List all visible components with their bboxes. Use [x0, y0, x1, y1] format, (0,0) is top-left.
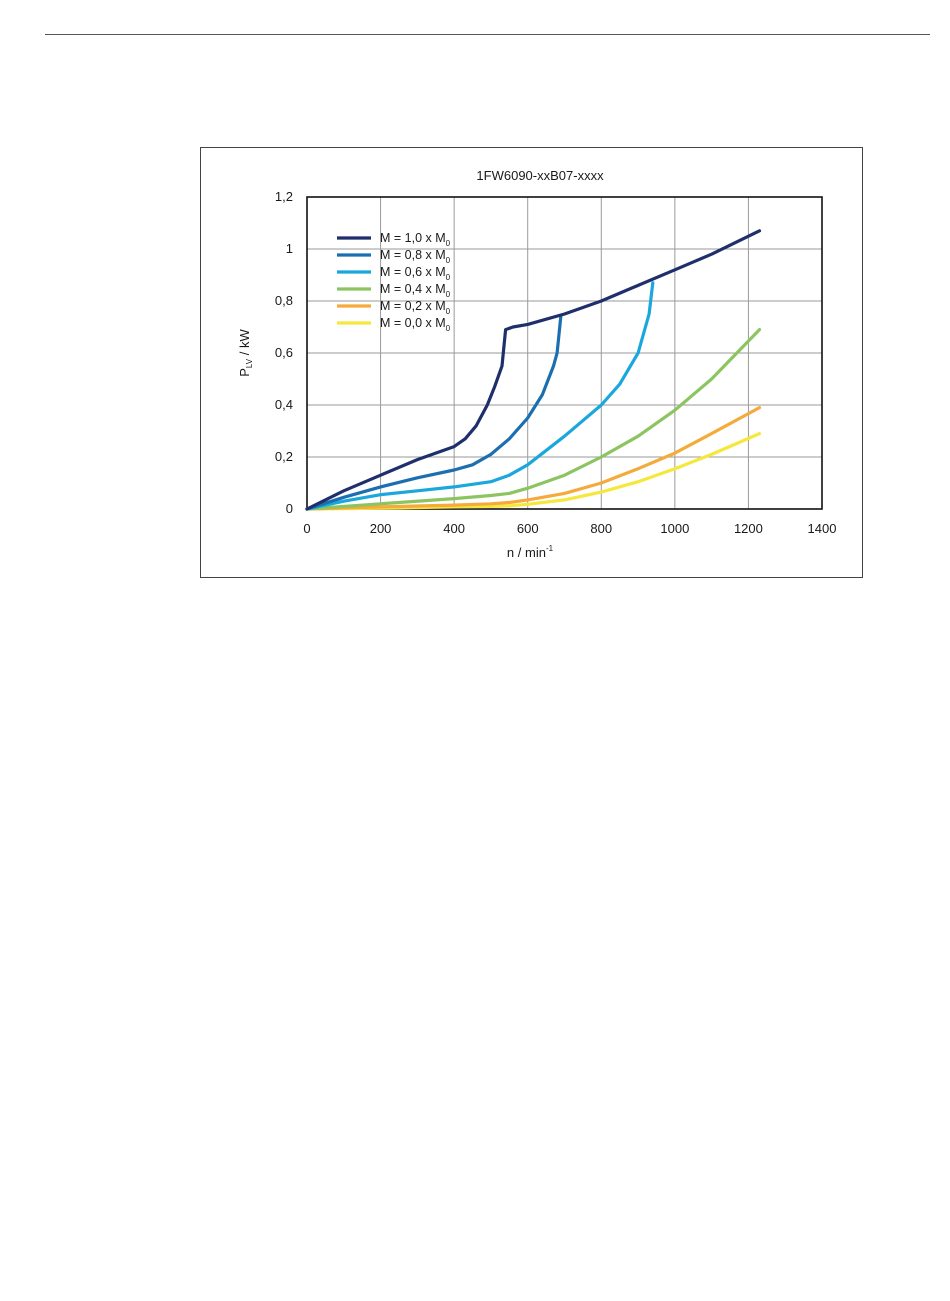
- x-tick-label: 1000: [660, 521, 689, 536]
- legend-label-sub: 0: [446, 256, 451, 265]
- y-axis-title-rest: / kW: [237, 329, 252, 359]
- series-line-3: [305, 328, 762, 511]
- legend-label-main: M = 0,6 x M: [380, 265, 446, 279]
- x-tick-label: 400: [443, 521, 465, 536]
- y-tick-labels: 0 0,2 0,4 0,6 0,8 1 1,2: [275, 189, 293, 516]
- x-tick-label: 600: [517, 521, 539, 536]
- x-tick-label: 1400: [808, 521, 837, 536]
- legend-label-sub: 0: [446, 290, 451, 299]
- y-tick-label: 0,2: [275, 449, 293, 464]
- x-tick-label: 800: [590, 521, 612, 536]
- y-tick-label: 1: [286, 241, 293, 256]
- legend-label: M = 1,0 x M0: [380, 231, 451, 248]
- legend-label-main: M = 0,4 x M: [380, 282, 446, 296]
- y-axis-title-sub: LV: [245, 358, 254, 368]
- legend-label: M = 0,8 x M0: [380, 248, 451, 265]
- legend-label-main: M = 0,8 x M: [380, 248, 446, 262]
- x-axis-title: n / min-1: [507, 544, 554, 560]
- legend-label: M = 0,6 x M0: [380, 265, 451, 282]
- legend-label-sub: 0: [446, 324, 451, 333]
- series-line-1: [305, 315, 563, 511]
- x-tick-label: 0: [303, 521, 310, 536]
- y-tick-label: 0,6: [275, 345, 293, 360]
- legend-label: M = 0,2 x M0: [380, 299, 451, 316]
- chart-title: 1FW6090-xxB07-xxxx: [476, 168, 604, 183]
- legend-label: M = 0,0 x M0: [380, 316, 451, 333]
- y-axis-title: PLV / kW: [237, 329, 254, 377]
- legend-label-sub: 0: [446, 307, 451, 316]
- legend-label-sub: 0: [446, 239, 451, 248]
- y-tick-label: 1,2: [275, 189, 293, 204]
- x-axis-title-main: n / min: [507, 545, 546, 560]
- plot-area-border: [306, 196, 823, 510]
- x-tick-label: 200: [370, 521, 392, 536]
- legend-label: M = 0,4 x M0: [380, 282, 451, 299]
- legend-label-main: M = 0,0 x M: [380, 316, 446, 330]
- legend-label-sub: 0: [446, 273, 451, 282]
- series-line-0: [305, 229, 762, 511]
- chart-legend: M = 1,0 x M0M = 0,8 x M0M = 0,6 x M0M = …: [337, 231, 451, 333]
- y-tick-label: 0,4: [275, 397, 293, 412]
- page-top-rule: [45, 34, 930, 35]
- legend-label-main: M = 0,2 x M: [380, 299, 446, 313]
- x-axis-title-sup: -1: [546, 544, 554, 553]
- y-tick-label: 0,8: [275, 293, 293, 308]
- series-line-2: [305, 281, 655, 511]
- x-tick-label: 1200: [734, 521, 763, 536]
- series-lines: [305, 229, 762, 511]
- y-axis-title-main: P: [237, 368, 252, 377]
- y-tick-label: 0: [286, 501, 293, 516]
- series-line-5: [305, 432, 762, 511]
- x-tick-labels: 0 200 400 600 800 1000 1200 1400: [303, 521, 836, 536]
- legend-label-main: M = 1,0 x M: [380, 231, 446, 245]
- series-line-4: [305, 406, 762, 511]
